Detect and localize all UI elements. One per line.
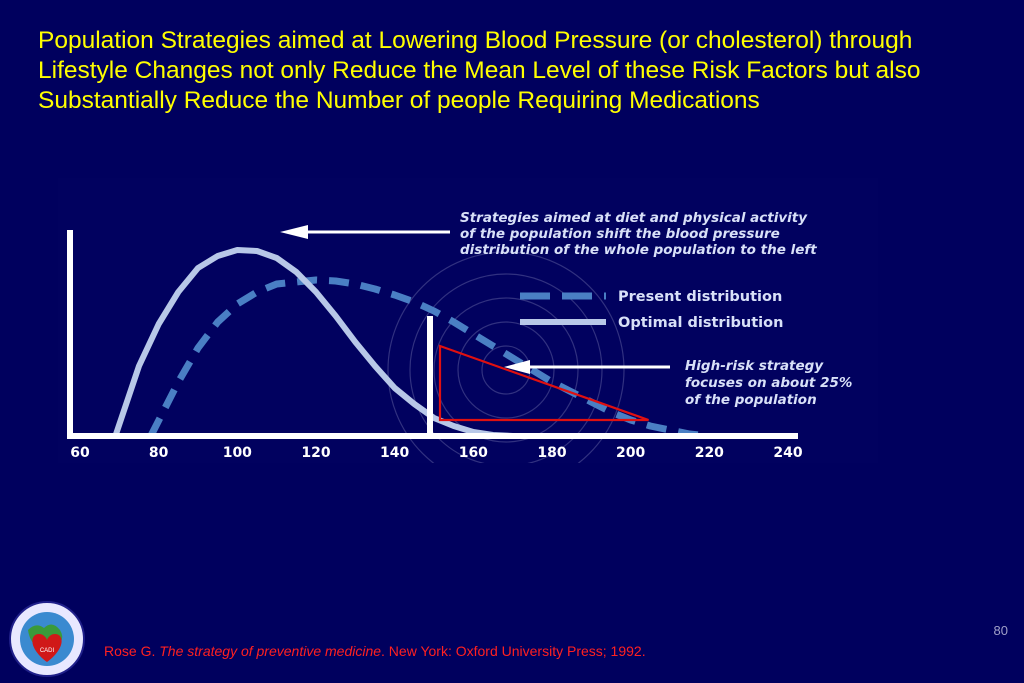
citation: Rose G. The strategy of preventive medic… [104, 643, 904, 659]
target-ring [457, 321, 555, 419]
x-tick-label: 160 [459, 445, 488, 461]
axes-layer: 60 80 100 120 140 160 180 200 220 240 [67, 230, 803, 461]
x-tick-label: 180 [537, 445, 566, 461]
x-tick-label: 100 [223, 445, 252, 461]
citation-publisher: . New York: Oxford University Press; 199… [381, 643, 646, 659]
chart-background [58, 178, 878, 463]
annotation-population-line: of the population shift the blood pressu… [460, 226, 780, 242]
slide-number: 80 [993, 623, 1008, 638]
series-line-present [147, 276, 710, 440]
x-tick-label: 240 [773, 445, 802, 461]
annotation-high-risk-line: High-risk strategy [685, 358, 824, 374]
distribution-chart: 60 80 100 120 140 160 180 200 220 240 Strategies … [58, 178, 878, 463]
high-risk-triangle [438, 344, 649, 422]
annotation-high-risk-line: of the population [685, 392, 817, 408]
slide-title: Population Strategies aimed at Lowering … [38, 27, 921, 114]
annotation-layer: Strategies aimed at diet and physical ac… [280, 210, 852, 408]
citation-author: Rose G. [104, 643, 160, 659]
target-ring [409, 273, 603, 463]
svg-text:CADI: CADI [40, 648, 55, 654]
cadi-logo: CADI [8, 600, 86, 678]
target-ring [387, 251, 625, 463]
chart-container: 60 80 100 120 140 160 180 200 220 240 Strategies … [58, 178, 878, 463]
series-layer [112, 247, 710, 440]
target-rings-decoration [387, 251, 625, 463]
legend: Present distribution Optimal distribution [520, 289, 783, 331]
shift-left-arrow-icon [280, 225, 308, 239]
x-tick-label: 140 [380, 445, 409, 461]
x-tick-label: 120 [301, 445, 330, 461]
annotation-population-line: Strategies aimed at diet and physical ac… [460, 210, 808, 226]
cadi-seal-icon: CADI [9, 601, 85, 677]
x-tick-label: 220 [695, 445, 724, 461]
annotation-high-risk-line: focuses on about 25% [685, 375, 852, 391]
series-line-optimal [112, 247, 513, 439]
legend-label-optimal: Optimal distribution [618, 315, 783, 331]
citation-book-title: The strategy of preventive medicine [159, 643, 382, 659]
x-tick-label: 80 [149, 445, 169, 461]
x-tick-label: 60 [70, 445, 90, 461]
legend-label-present: Present distribution [618, 289, 782, 305]
high-risk-arrow-icon [504, 360, 530, 374]
annotation-population-line: distribution of the whole population to … [460, 242, 817, 258]
target-ring [433, 297, 579, 443]
x-tick-label: 200 [616, 445, 645, 461]
